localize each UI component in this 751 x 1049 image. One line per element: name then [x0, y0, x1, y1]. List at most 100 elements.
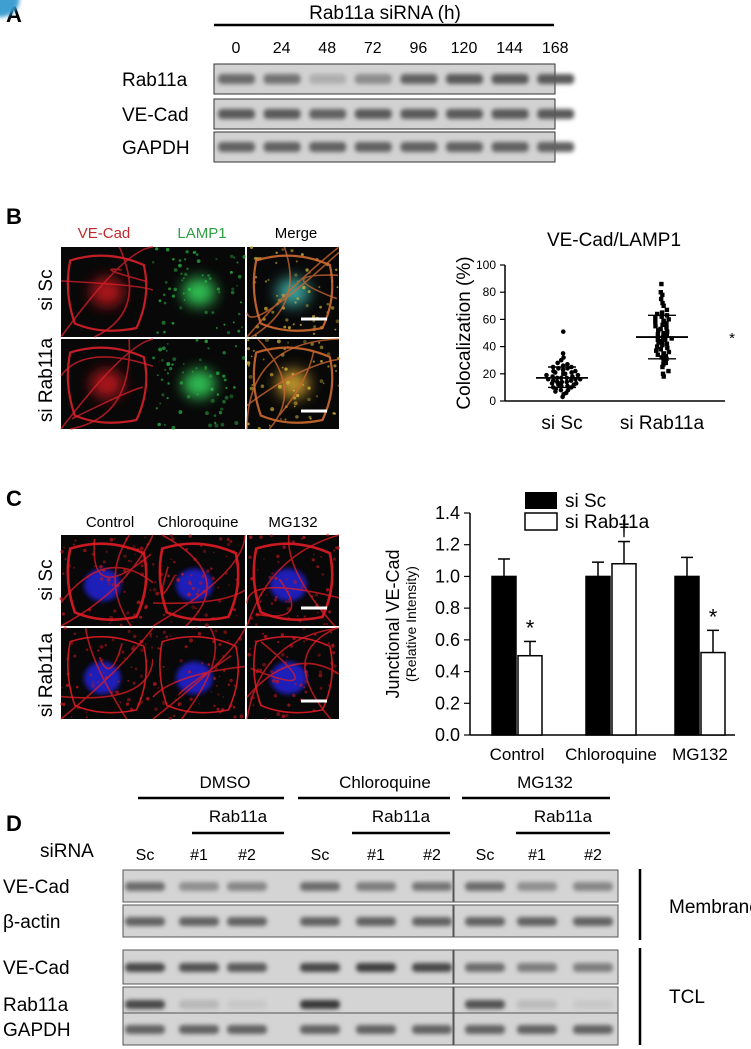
stain-speckle — [173, 268, 178, 272]
stain-speckle — [293, 580, 298, 584]
stain-speckle — [189, 582, 192, 586]
stain-speckle — [269, 372, 274, 377]
cell-junction-branch — [60, 246, 154, 338]
stain-speckle — [320, 359, 323, 363]
stain-speckle — [111, 638, 115, 642]
stain-speckle — [144, 536, 147, 539]
legend-label: si Rab11a — [565, 512, 650, 533]
stain-speckle — [151, 260, 155, 264]
stain-speckle — [288, 600, 291, 603]
micrograph-tile — [0, 0, 341, 431]
blot-band — [537, 142, 575, 152]
panel-b-letter: B — [6, 204, 22, 229]
stain-speckle — [319, 305, 322, 309]
stain-speckle — [173, 714, 176, 717]
stain-speckle — [213, 704, 216, 708]
blot-band — [573, 1025, 613, 1034]
stain-speckle — [229, 254, 234, 259]
stain-speckle — [263, 558, 265, 561]
y-tick-label: 0.6 — [435, 630, 460, 650]
stain-speckle — [192, 251, 195, 254]
blot-band — [227, 963, 267, 972]
bar — [674, 575, 700, 736]
stain-speckle — [207, 347, 210, 350]
stain-speckle — [215, 684, 218, 687]
blot-band — [465, 963, 505, 972]
stain-speckle — [233, 608, 236, 611]
blot-band — [300, 917, 340, 926]
stain-speckle — [333, 664, 337, 668]
stain-speckle — [144, 643, 147, 646]
stain-speckle — [277, 640, 280, 644]
blot-band — [465, 882, 505, 891]
stain-speckle — [323, 623, 326, 626]
blot-band — [354, 142, 392, 152]
stain-speckle — [196, 259, 201, 263]
stain-speckle — [123, 657, 126, 660]
stain-speckle — [295, 415, 299, 419]
panel-a-header: Rab11a siRNA (h) — [309, 3, 461, 24]
stain-speckle — [222, 374, 226, 378]
stain-speckle — [233, 256, 236, 259]
stain-speckle — [249, 647, 252, 650]
stain-speckle — [229, 540, 233, 544]
blot-band — [227, 917, 267, 926]
micrograph-tile — [151, 533, 246, 628]
stain-speckle — [149, 635, 152, 638]
stain-speckle — [234, 345, 238, 348]
stain-speckle — [336, 546, 340, 550]
significance-mark: † — [618, 516, 630, 541]
stain-speckle — [152, 682, 157, 686]
blot-row-label: VE-Cad — [3, 958, 70, 979]
micrograph-tile — [60, 246, 154, 338]
stain-speckle — [327, 365, 330, 368]
stain-speckle — [181, 371, 184, 374]
micrograph-tile — [152, 338, 246, 430]
blot-band — [573, 963, 613, 972]
stain-speckle — [201, 574, 205, 578]
stain-speckle — [214, 423, 219, 428]
stain-speckle — [156, 647, 160, 650]
stain-speckle — [162, 630, 167, 635]
stain-speckle — [252, 704, 255, 706]
stain-speckle — [191, 627, 194, 630]
stain-speckle — [173, 560, 176, 564]
tcl-label: TCL — [669, 987, 705, 1008]
stain-speckle — [179, 659, 183, 663]
stain-speckle — [207, 663, 211, 666]
scatter-point — [660, 364, 665, 370]
stain-speckle — [248, 535, 253, 539]
timepoint-label: 144 — [496, 40, 523, 57]
stain-speckle — [178, 410, 183, 415]
panel-b-row-labels: si Sc si Rab11a — [36, 269, 57, 422]
x-category-label: si Sc — [541, 413, 582, 434]
stain-speckle — [72, 543, 76, 546]
timepoint-label: 24 — [273, 40, 291, 57]
blot-band — [517, 882, 557, 891]
blot-band — [309, 142, 347, 152]
scatter-point — [669, 336, 674, 341]
stain-blob — [90, 369, 124, 399]
stain-speckle — [232, 321, 235, 324]
stain-speckle — [113, 609, 117, 613]
blot-band — [300, 882, 340, 891]
stain-speckle — [145, 696, 150, 701]
panel-b-micrographs — [0, 0, 341, 431]
stain-speckle — [312, 332, 316, 335]
stain-speckle — [332, 412, 335, 415]
scatter-point — [663, 360, 669, 366]
scatter-point — [562, 371, 568, 377]
stain-speckle — [317, 611, 319, 614]
stain-speckle — [171, 363, 174, 366]
blot-band — [300, 1000, 340, 1009]
y-tick-label: 0 — [489, 394, 496, 408]
legend-swatch-si-rab11a — [524, 512, 558, 531]
y-tick-label: 0.0 — [435, 725, 460, 745]
stain-speckle — [260, 384, 265, 388]
stain-speckle — [326, 533, 330, 537]
stain-speckle — [70, 641, 74, 645]
stain-speckle — [184, 272, 188, 277]
stain-speckle — [296, 615, 299, 617]
blot-band — [400, 109, 438, 119]
stain-speckle — [140, 564, 144, 568]
